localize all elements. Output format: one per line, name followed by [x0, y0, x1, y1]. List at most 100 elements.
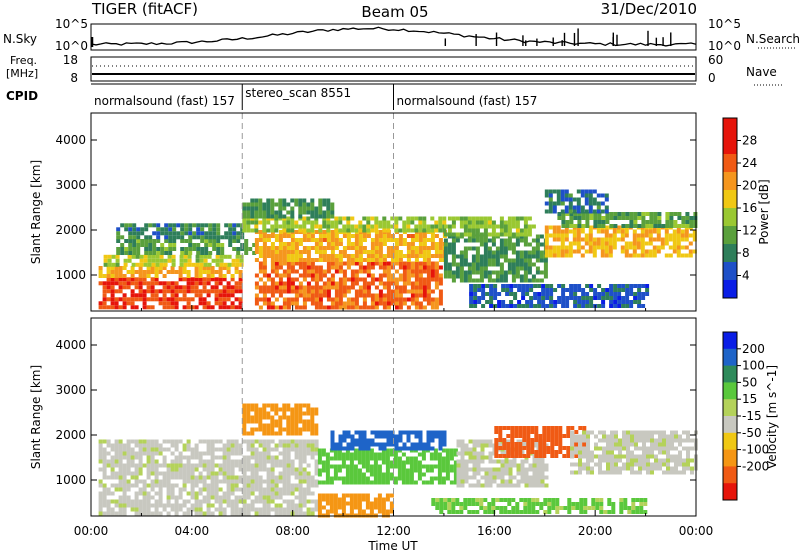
- heatmap-cell: [401, 460, 406, 465]
- heatmap-cell: [611, 510, 616, 514]
- heatmap-cell: [306, 475, 311, 480]
- heatmap-cell: [507, 266, 512, 271]
- heatmap-cell: [274, 228, 279, 233]
- heatmap-cell: [118, 270, 123, 274]
- heatmap-cell: [278, 487, 283, 492]
- colorbar-tick-label: -100: [742, 443, 769, 457]
- heatmap-cell: [174, 455, 179, 460]
- heatmap-cell: [648, 249, 653, 254]
- heatmap-cell: [498, 434, 503, 438]
- heatmap-cell: [426, 438, 431, 443]
- heatmap-cell: [493, 296, 498, 300]
- heatmap-cell: [358, 246, 363, 250]
- heatmap-cell: [544, 443, 549, 448]
- heatmap-cell: [485, 292, 490, 296]
- heatmap-cell: [194, 507, 199, 512]
- heatmap-cell: [196, 231, 201, 236]
- heatmap-cell: [132, 235, 137, 240]
- heatmap-cell: [568, 197, 573, 202]
- heatmap-cell: [410, 246, 415, 250]
- heatmap-cell: [418, 246, 423, 250]
- heatmap-cell: [118, 439, 123, 444]
- heatmap-cell: [688, 249, 693, 254]
- heatmap-cell: [216, 243, 221, 247]
- heatmap-cell: [654, 454, 658, 459]
- heatmap-cell: [302, 423, 307, 428]
- heatmap-cell: [570, 446, 574, 451]
- heatmap-cell: [354, 289, 359, 294]
- colorbar-swatch: [723, 208, 737, 227]
- heatmap-cell: [210, 483, 215, 488]
- heatmap-cell: [373, 456, 378, 461]
- heatmap-cell: [274, 419, 279, 424]
- heatmap-cell: [122, 266, 127, 270]
- heatmap-cell: [538, 434, 543, 438]
- heatmap-cell: [290, 471, 295, 476]
- heatmap-cell: [345, 456, 350, 461]
- heatmap-cell: [378, 434, 383, 439]
- heatmap-cell: [459, 224, 464, 229]
- heatmap-cell: [638, 466, 642, 471]
- heatmap-cell: [394, 246, 399, 250]
- heatmap-cell: [522, 434, 527, 438]
- heatmap-cell: [373, 460, 378, 465]
- heatmap-cell: [326, 258, 331, 262]
- heatmap-cell: [581, 300, 586, 304]
- heatmap-cell: [664, 233, 669, 238]
- heatmap-cell: [460, 479, 465, 484]
- heatmap-cell: [282, 297, 287, 302]
- heatmap-cell: [286, 224, 291, 229]
- heatmap-cell: [617, 288, 622, 292]
- heatmap-cell: [163, 258, 168, 263]
- heatmap-cell: [532, 471, 537, 476]
- heatmap-cell: [170, 487, 175, 492]
- heatmap-cell: [346, 297, 351, 302]
- heatmap-cell: [306, 285, 311, 290]
- heatmap-cell: [346, 434, 351, 439]
- heatmap-cell: [507, 242, 512, 247]
- heatmap-cell: [552, 189, 557, 194]
- heatmap-cell: [471, 224, 476, 229]
- heatmap-cell: [341, 452, 346, 457]
- heatmap-cell: [218, 301, 223, 306]
- heatmap-cell: [286, 281, 291, 286]
- heatmap-cell: [459, 216, 464, 221]
- heatmap-cell: [341, 460, 346, 465]
- heatmap-cell: [262, 210, 267, 215]
- heatmap-cell: [381, 452, 386, 457]
- heatmap-cell: [365, 501, 370, 506]
- heatmap-cell: [382, 273, 387, 278]
- heatmap-cell: [548, 245, 553, 250]
- heatmap-cell: [196, 251, 201, 255]
- heatmap-cell: [258, 202, 263, 207]
- heatmap-cell: [114, 277, 119, 282]
- heatmap-cell: [314, 499, 319, 504]
- heatmap-cell: [374, 224, 379, 229]
- heatmap-cell: [174, 471, 179, 476]
- heatmap-cell: [214, 281, 219, 286]
- heatmap-cell: [463, 502, 468, 506]
- heatmap-cell: [114, 475, 119, 480]
- heatmap-cell: [605, 216, 610, 220]
- heatmap-cell: [422, 254, 427, 258]
- heatmap-cell: [302, 459, 307, 464]
- heatmap-cell: [394, 297, 399, 302]
- heatmap-cell: [218, 463, 223, 468]
- heatmap-cell: [577, 220, 582, 224]
- heatmap-cell: [174, 483, 179, 488]
- heatmap-cell: [429, 476, 434, 481]
- heatmap-cell: [180, 247, 185, 251]
- heatmap-cell: [561, 216, 566, 220]
- heatmap-cell: [568, 201, 573, 206]
- heatmap-cell: [472, 467, 477, 472]
- heatmap-cell: [294, 224, 299, 229]
- heatmap-cell: [548, 197, 553, 202]
- heatmap-cell: [546, 426, 551, 430]
- heatmap-cell: [386, 250, 391, 254]
- heatmap-cell: [491, 232, 496, 237]
- heatmap-cell: [290, 281, 295, 286]
- heatmap-cell: [538, 454, 543, 458]
- heatmap-cell: [406, 434, 411, 439]
- heatmap-cell: [362, 297, 367, 302]
- heatmap-cell: [601, 224, 606, 228]
